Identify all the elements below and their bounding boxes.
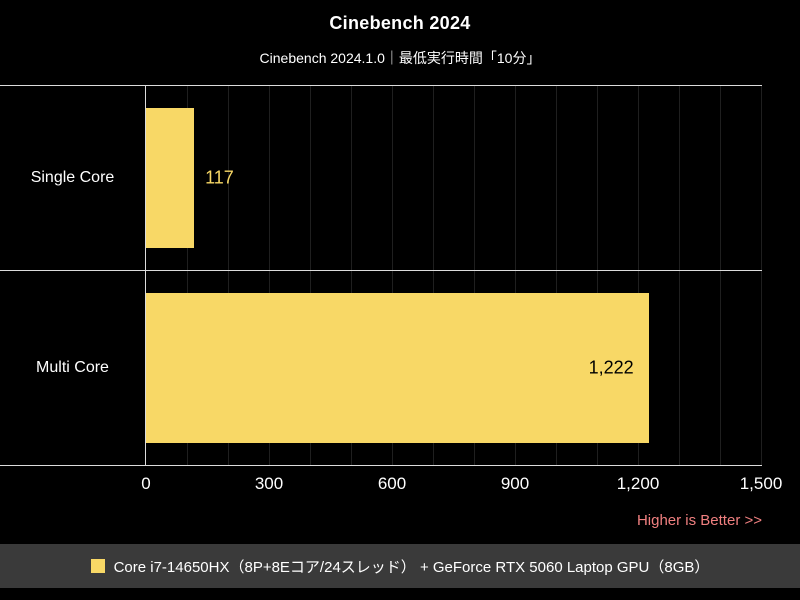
plot-border-top <box>0 85 762 86</box>
x-tick-label: 1,500 <box>739 474 783 493</box>
gridline <box>515 86 516 465</box>
plot-grid <box>146 86 762 465</box>
gridline <box>474 86 475 465</box>
legend: Core i7-14650HX（8P+8Eコア/24スレッド） + GeForc… <box>0 544 800 588</box>
chart-subtitle: Cinebench 2024.1.0｜最低実行時間「10分」 <box>259 50 541 66</box>
bar-row-multi-core: Multi Core 1,222 <box>0 270 762 465</box>
category-label-multi-core: Multi Core <box>36 358 109 376</box>
plot-border-bottom <box>0 465 762 466</box>
legend-label: Core i7-14650HX（8P+8Eコア/24スレッド） + GeForc… <box>113 558 710 576</box>
x-axis: 0 300 600 900 1,200 1,500 <box>141 474 782 498</box>
gridline <box>679 86 680 465</box>
value-label-multi-core: 1,222 <box>588 357 634 377</box>
gridline <box>228 86 229 465</box>
gridline <box>720 86 721 465</box>
x-tick-label: 300 <box>254 474 284 493</box>
category-label-single-core: Single Core <box>30 168 115 186</box>
bar-row-single-core: Single Core 117 <box>0 85 762 270</box>
legend-swatch <box>90 559 105 573</box>
gridline <box>269 86 270 465</box>
x-tick-label: 1,200 <box>616 474 660 493</box>
gridline <box>433 86 434 465</box>
x-tick-label: 600 <box>377 474 407 493</box>
x-tick-label: 900 <box>500 474 530 493</box>
bar-single-core <box>146 107 195 248</box>
chart-title: Cinebench 2024 <box>329 13 471 33</box>
y-axis-line <box>145 85 146 465</box>
gridline <box>556 86 557 465</box>
gridline <box>187 86 188 465</box>
gridline <box>597 86 598 465</box>
bar-track: 117 <box>145 85 762 270</box>
gridline <box>310 86 311 465</box>
row-divider <box>0 270 762 271</box>
gridline <box>392 86 393 465</box>
gridline <box>638 86 639 465</box>
bar-multi-core <box>146 292 649 443</box>
value-label-single-core: 117 <box>205 167 234 187</box>
higher-is-better-note: Higher is Better >> <box>636 512 762 529</box>
bar-track: 1,222 <box>145 270 762 465</box>
x-tick-label: 0 <box>141 474 151 493</box>
gridline <box>351 86 352 465</box>
gridline <box>761 86 762 465</box>
